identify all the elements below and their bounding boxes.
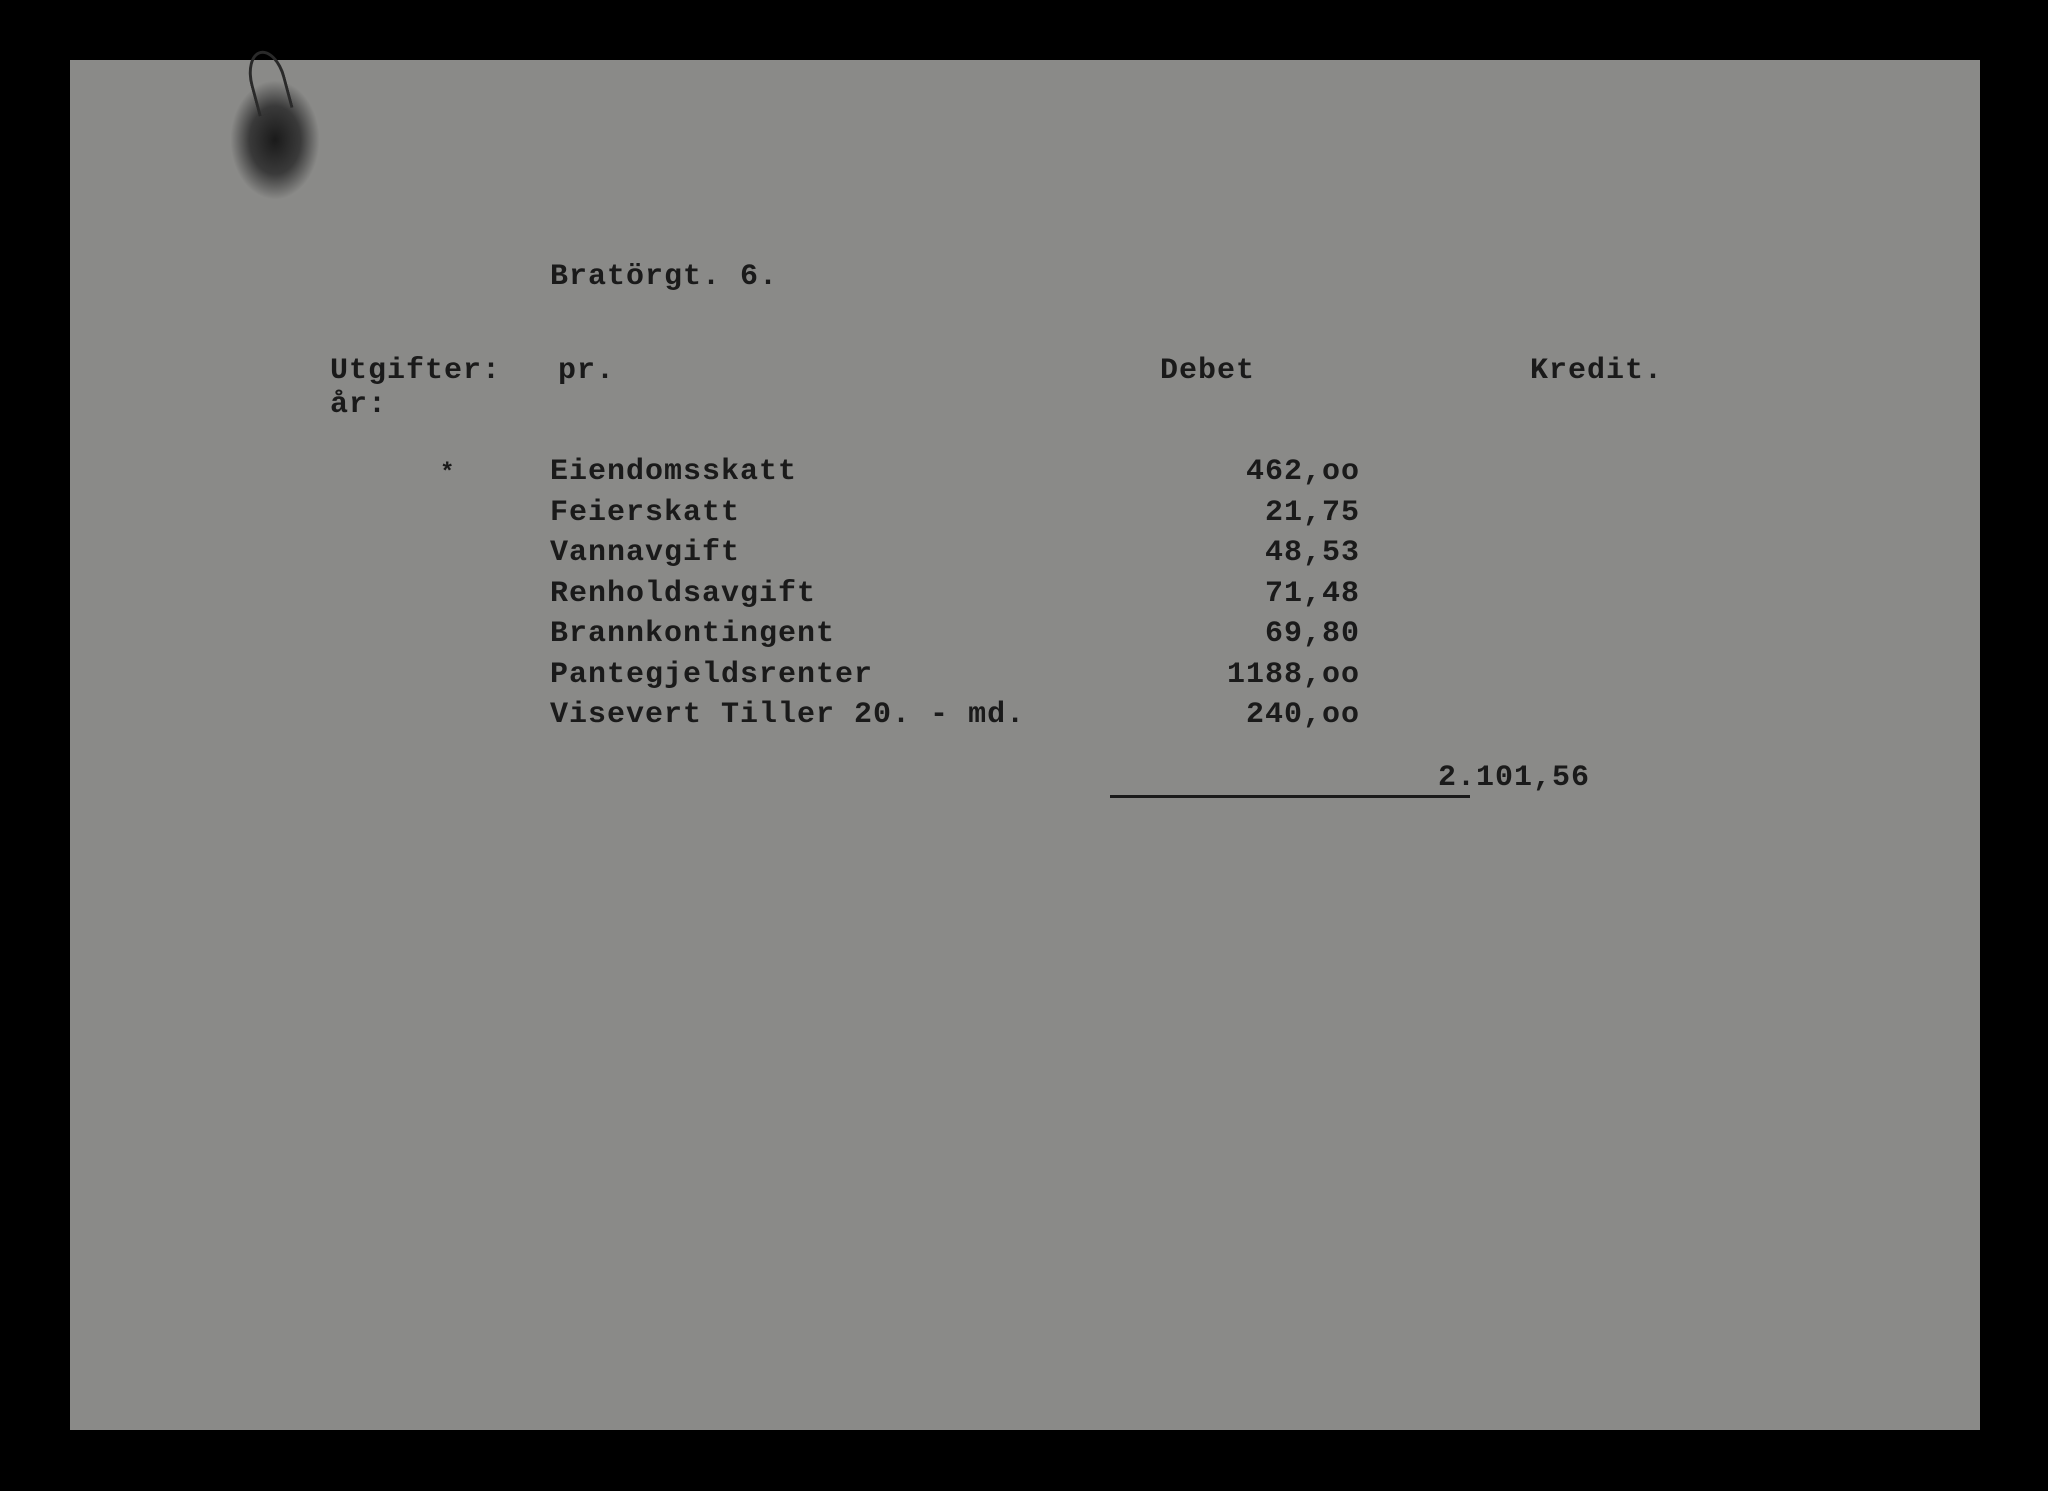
item-debet: 71,48 (1160, 574, 1360, 615)
table-row: Pantegjeldsrenter 1188,oo (550, 655, 1900, 696)
utgifter-label: Utgifter: (330, 354, 501, 388)
item-label: Pantegjeldsrenter (550, 655, 1150, 696)
item-label: Renholdsavgift (550, 574, 1150, 615)
staple-mark (230, 80, 320, 200)
total-value: 2.101,56 (1330, 761, 1590, 795)
item-label: Vannavgift (550, 533, 1150, 574)
item-debet: 48,53 (1160, 533, 1360, 574)
document-title: Bratörgt. 6. (550, 260, 1900, 294)
table-row: Vannavgift 48,53 (550, 533, 1900, 574)
document-page: Bratörgt. 6. Utgifter: pr. år: Debet Kre… (70, 60, 1980, 1430)
item-debet: 462,oo (1160, 452, 1360, 493)
item-debet: 21,75 (1160, 493, 1360, 534)
item-label: Visevert Tiller 20. - md. (550, 695, 1150, 736)
item-label: Feierskatt (550, 493, 1150, 534)
document-content: Bratörgt. 6. Utgifter: pr. år: Debet Kre… (330, 260, 1900, 736)
header-row: Utgifter: pr. år: Debet Kredit. (330, 354, 1900, 422)
margin-marker: * (440, 460, 455, 487)
column-debet: Debet (1160, 354, 1255, 388)
item-debet: 69,80 (1160, 614, 1360, 655)
table-row: Feierskatt 21,75 (550, 493, 1900, 534)
table-row: Brannkontingent 69,80 (550, 614, 1900, 655)
item-label: Brannkontingent (550, 614, 1150, 655)
item-debet: 1188,oo (1160, 655, 1360, 696)
table-row: Renholdsavgift 71,48 (550, 574, 1900, 615)
item-label: Eiendomsskatt (550, 452, 1150, 493)
table-row: Visevert Tiller 20. - md. 240,oo (550, 695, 1900, 736)
line-items: * Eiendomsskatt 462,oo Feierskatt 21,75 … (550, 452, 1900, 736)
item-debet: 240,oo (1160, 695, 1360, 736)
column-kredit: Kredit. (1530, 354, 1663, 388)
table-row: Eiendomsskatt 462,oo (550, 452, 1900, 493)
section-label: Utgifter: pr. år: (330, 354, 630, 422)
sum-underline (1110, 795, 1470, 798)
